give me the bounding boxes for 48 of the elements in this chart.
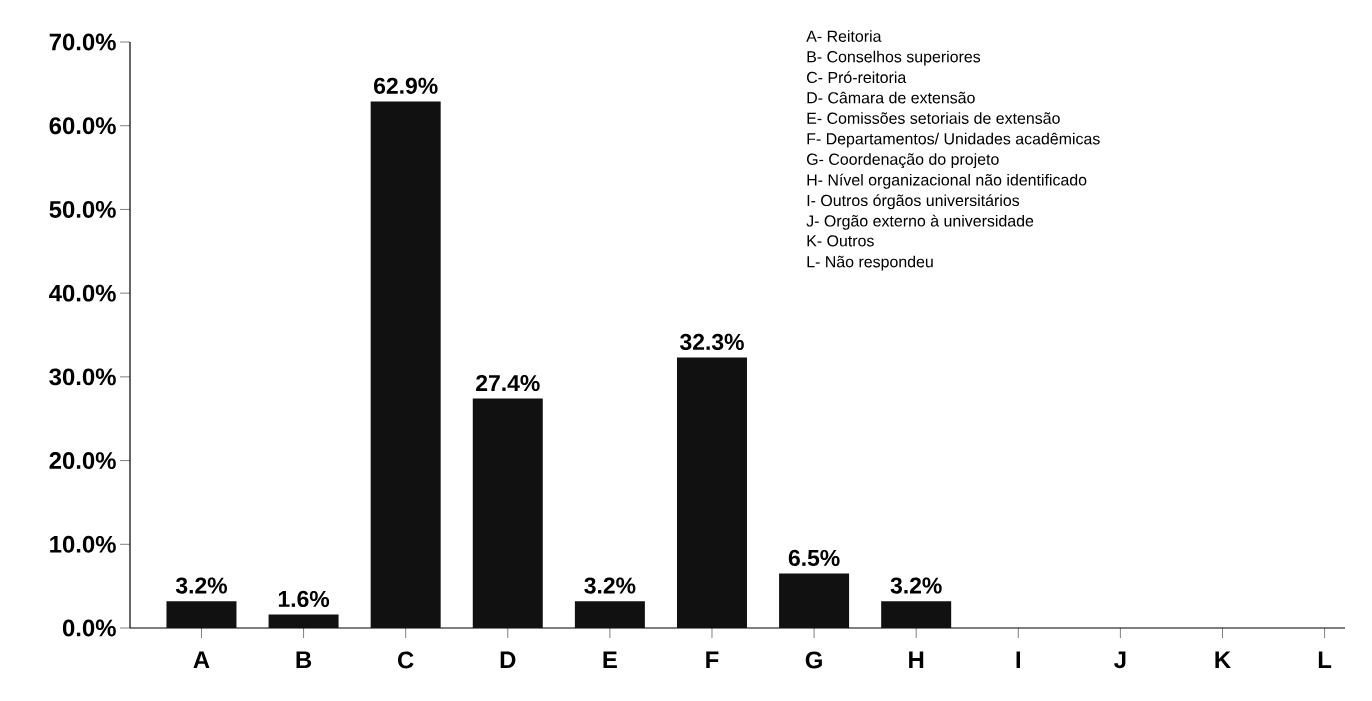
annotation: J- Orgão externo à universidade <box>806 214 1034 230</box>
x-tick-label: B <box>296 651 312 668</box>
x-tick-label: A <box>193 651 210 668</box>
data-label: 3.2% <box>584 577 636 594</box>
data-label: 3.2% <box>175 577 227 594</box>
x-tick-label: H <box>909 651 924 668</box>
data-label: 27.4% <box>476 374 540 392</box>
annotation: G- Coordenação do projeto <box>807 153 999 169</box>
x-tick-label: D <box>500 651 516 668</box>
y-tick-label: 60.0% <box>49 117 116 135</box>
y-tick-label: 10.0% <box>50 535 116 553</box>
x-tick-label: K <box>1215 651 1231 668</box>
x-tick-label: G <box>805 651 822 669</box>
bar <box>779 573 850 628</box>
annotation: E- Comissões setoriais de extensão <box>807 112 1060 124</box>
annotation: F- Departamentos/ Unidades acadêmicas <box>807 132 1100 148</box>
data-label: 3.2% <box>890 577 942 594</box>
bar <box>472 398 543 628</box>
annotation: K- Outros <box>807 235 874 247</box>
x-tick-label: L <box>1318 651 1332 668</box>
bar <box>676 357 747 628</box>
data-label: 6.5% <box>788 549 840 567</box>
bar <box>166 601 237 628</box>
x-tick-label: J <box>1114 651 1126 669</box>
annotation: I- Outros órgãos universitários <box>807 194 1020 210</box>
data-label: 32.3% <box>680 333 744 351</box>
annotation: L- Não respondeu <box>807 255 933 271</box>
bar <box>268 614 339 628</box>
y-tick-label: 0.0% <box>62 619 116 637</box>
y-tick-label: 40.0% <box>49 284 116 302</box>
data-label: 62.9% <box>374 77 438 94</box>
y-tick-label: 20.0% <box>49 452 116 470</box>
y-tick-label: 50.0% <box>49 200 116 218</box>
x-tick-label: I <box>1016 651 1020 668</box>
x-tick-label: E <box>603 651 617 668</box>
annotation: C- Pró-reitoria <box>807 71 907 84</box>
x-tick-label: F <box>706 651 719 668</box>
bar <box>574 601 645 628</box>
y-tick-label: 70.0% <box>49 33 116 51</box>
annotation: D- Câmara de extensão <box>807 91 975 104</box>
annotation: B- Conselhos superiores <box>807 50 981 66</box>
y-tick-label: 30.0% <box>49 368 116 386</box>
annotation: H- Nível organizacional não identificado <box>807 173 1087 189</box>
data-label: 1.6% <box>278 590 330 608</box>
bar <box>881 601 952 628</box>
bar <box>370 101 441 628</box>
x-tick-label: C <box>398 651 414 669</box>
text: A- Reitoria <box>806 30 882 42</box>
